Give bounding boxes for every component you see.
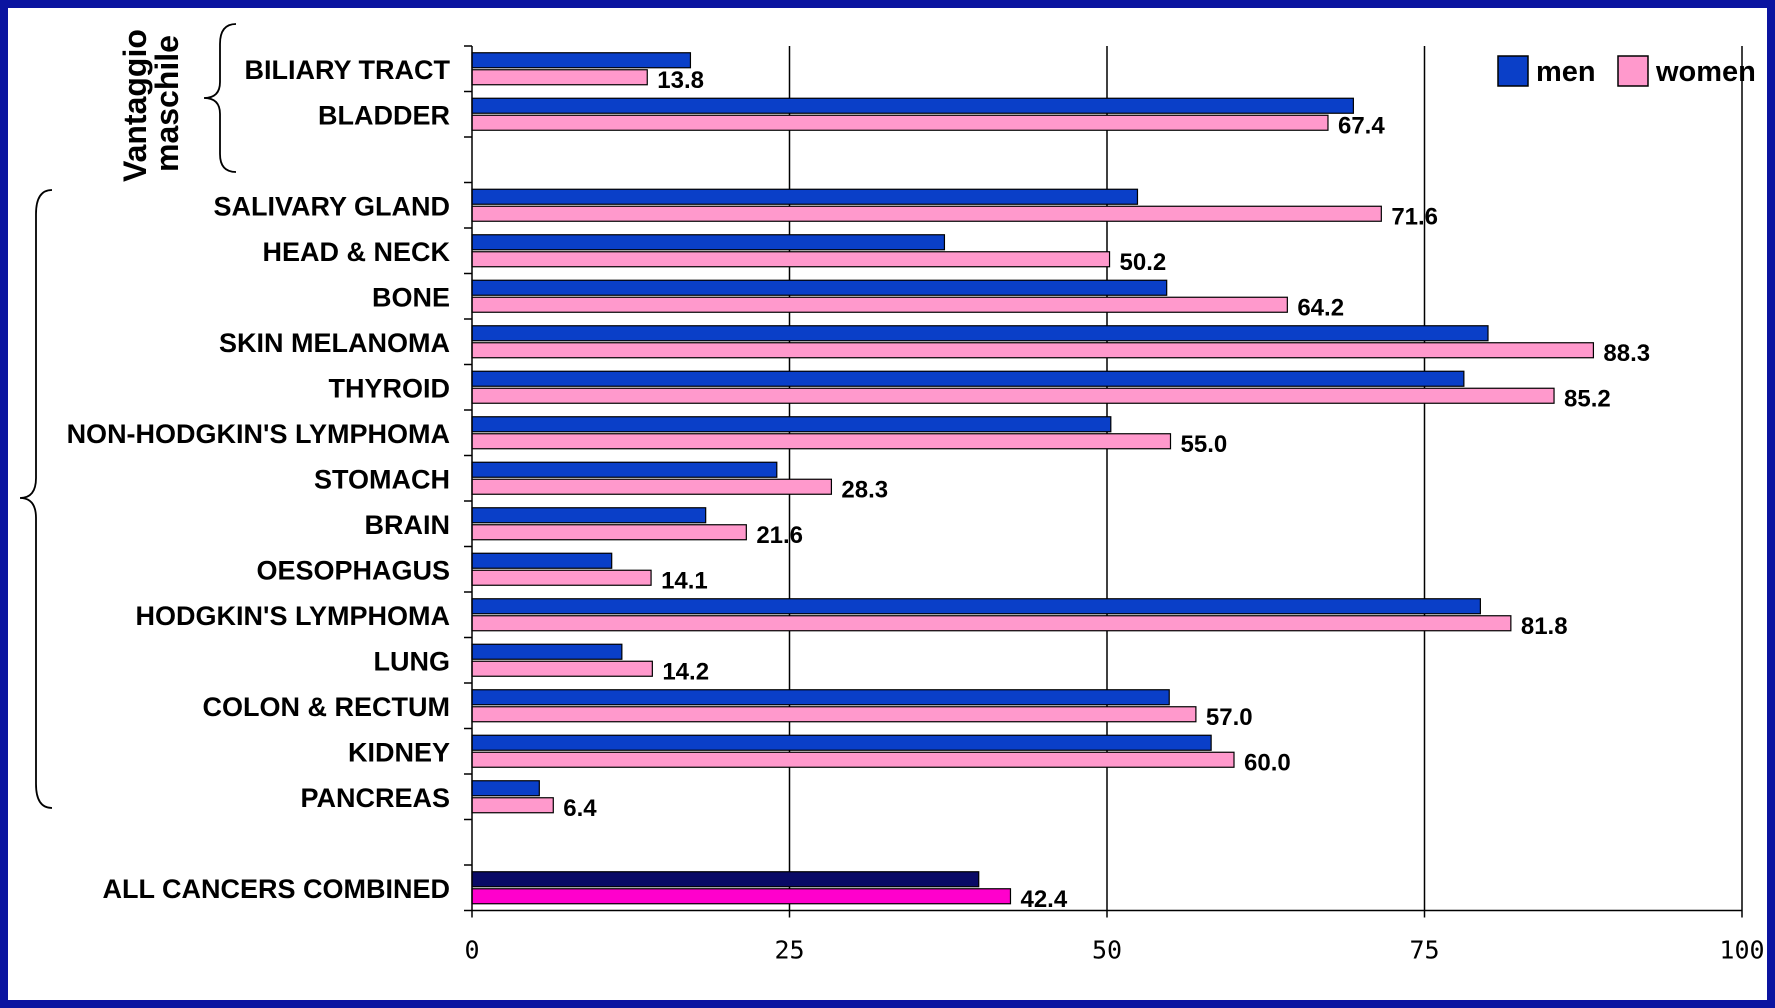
bar-women [471,251,1111,268]
data-label: 21.6 [756,522,803,549]
data-label: 42.4 [1020,886,1067,913]
brace-top [203,23,237,173]
bar-women [471,69,648,86]
category-label: BLADDER [318,100,450,130]
bar-men [471,416,1112,433]
side-annotation: Vantaggio maschile [19,23,237,809]
bar-men [471,370,1465,387]
bar-women [471,797,554,814]
data-label: 85.2 [1564,385,1611,412]
bar-men [471,234,946,251]
bar-men [471,461,778,478]
data-label: 28.3 [841,476,888,503]
category-label: STOMACH [314,464,450,494]
bar-women [471,296,1288,313]
bar-men [471,780,540,797]
bar-men [471,279,1168,296]
data-label: 50.2 [1120,249,1167,276]
bar-women [471,569,652,586]
category-label: SALIVARY GLAND [213,191,450,221]
category-labels: BILIARY TRACT BLADDER SALIVARY GLAND HEAD &… [67,55,451,904]
bar-women [471,751,1235,768]
data-label: 60.0 [1244,749,1291,776]
side-label-line2: maschile [149,35,185,172]
x-tick-label: 100 [1719,936,1764,965]
category-label: COLON & RECTUM [203,692,450,722]
x-tick-label: 75 [1409,936,1439,965]
x-tick-label: 25 [774,936,804,965]
bar-women [471,888,1012,905]
category-label: KIDNEY [348,737,450,767]
axes [464,45,1743,918]
category-label: HEAD & NECK [262,237,450,267]
legend-label-men: men [1536,56,1596,88]
category-label: SKIN MELANOMA [219,328,450,358]
category-label: HODGKIN'S LYMPHOMA [136,601,450,631]
chart-frame: BILIARY TRACT BLADDER SALIVARY GLAND HEAD &… [8,8,1767,1000]
brace-left [19,189,53,809]
side-label-line1: Vantaggio [117,29,153,182]
legend-swatch-women [1617,55,1649,87]
bar-women [471,433,1172,450]
category-label: BONE [372,282,450,312]
bar-women [471,615,1512,632]
data-label: 55.0 [1181,431,1228,458]
x-tick-label: 50 [1092,936,1122,965]
bar-women [471,524,747,541]
category-label: THYROID [329,373,451,403]
data-label: 88.3 [1603,340,1650,367]
bar-men [471,552,613,569]
bar-women [471,387,1555,404]
bar-men [471,97,1354,114]
category-label: ALL CANCERS COMBINED [102,874,450,904]
grid-lines [788,46,1743,911]
bar-chart: BILIARY TRACT BLADDER SALIVARY GLAND HEAD &… [19,23,1765,965]
category-label: BILIARY TRACT [245,55,451,85]
bar-men [471,643,623,660]
data-label: 6.4 [563,795,597,822]
legend-swatch-men [1497,55,1529,87]
legend-label-women: women [1655,56,1756,88]
data-label: 14.2 [662,658,709,685]
bar-men [471,689,1170,706]
x-tick-label: 0 [464,936,479,965]
bar-men [471,325,1489,342]
category-label: OESOPHAGUS [256,555,450,585]
category-label: LUNG [374,646,451,676]
bar-women [471,205,1382,222]
category-label: NON-HODGKIN'S LYMPHOMA [67,419,450,449]
bar-women [471,114,1329,131]
bar-women [471,342,1595,359]
bar-men [471,734,1212,751]
data-label: 13.8 [657,67,704,94]
legend: men women [1497,55,1756,88]
data-label: 64.2 [1297,294,1344,321]
bar-men [471,507,707,524]
x-tick-labels: 0 25 50 75 100 [464,936,1764,965]
value-labels: 13.8 67.4 71.6 50.2 64.2 88.3 85.2 55.0 28.3 21.6… [563,67,1650,913]
data-label: 14.1 [661,567,708,594]
bar-women [471,706,1197,723]
category-label: PANCREAS [300,783,450,813]
bar-men [471,598,1481,615]
data-label: 67.4 [1338,112,1385,139]
data-label: 71.6 [1391,203,1438,230]
bar-men [471,188,1139,205]
bar-women [471,660,653,677]
bar-men [471,871,980,888]
data-label: 57.0 [1206,704,1253,731]
bar-women [471,478,833,495]
category-label: BRAIN [365,510,451,540]
bar-men [471,52,692,69]
data-label: 81.8 [1521,613,1568,640]
bars [471,52,1595,905]
